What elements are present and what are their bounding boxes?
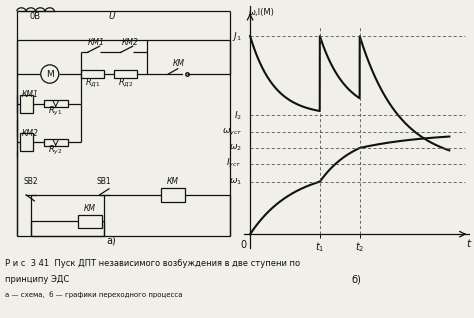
- Text: $R_{Д2}$: $R_{Д2}$: [118, 76, 133, 89]
- Text: принципу ЭДС: принципу ЭДС: [5, 275, 69, 284]
- Bar: [44, 100, 68, 107]
- Bar: [78, 215, 102, 228]
- Text: $J_1$: $J_1$: [232, 30, 242, 43]
- Bar: [81, 70, 104, 78]
- Text: КМ: КМ: [84, 204, 96, 213]
- Text: М: М: [46, 70, 54, 79]
- Text: $I_{уст}$: $I_{уст}$: [227, 157, 242, 170]
- Text: $R_{Д1}$: $R_{Д1}$: [85, 76, 100, 89]
- Text: 0: 0: [240, 240, 246, 250]
- Text: КМ: КМ: [167, 177, 179, 186]
- Text: U: U: [108, 11, 115, 21]
- Text: $R_{у2}$: $R_{у2}$: [48, 144, 63, 157]
- Bar: [44, 139, 68, 146]
- Text: $\omega_2$: $\omega_2$: [229, 143, 242, 153]
- Text: а): а): [107, 236, 116, 245]
- Text: б): б): [352, 274, 362, 285]
- Text: КМ: КМ: [173, 59, 185, 68]
- Bar: [114, 70, 137, 78]
- Text: 0В: 0В: [30, 11, 41, 21]
- Text: $R_{у1}$: $R_{у1}$: [48, 105, 63, 118]
- Text: КМ2: КМ2: [122, 38, 139, 47]
- Text: $t$: $t$: [466, 237, 473, 249]
- Text: $\omega_{уст}$: $\omega_{уст}$: [221, 127, 242, 138]
- Text: КМ1: КМ1: [88, 38, 104, 47]
- Bar: [20, 133, 33, 151]
- Text: SB1: SB1: [97, 177, 111, 186]
- Text: $\omega_1$: $\omega_1$: [229, 176, 242, 187]
- Text: ω,I(М): ω,I(М): [248, 8, 274, 17]
- Bar: [20, 94, 33, 113]
- Text: КМ2: КМ2: [21, 129, 38, 138]
- Text: $I_2$: $I_2$: [234, 109, 242, 121]
- Text: Р и с  3 41  Пуск ДПТ независимого возбуждения в две ступени по: Р и с 3 41 Пуск ДПТ независимого возбужд…: [5, 259, 300, 268]
- Text: а — схема,  б — графики переходного процесса: а — схема, б — графики переходного проце…: [5, 291, 182, 298]
- Text: SB2: SB2: [24, 177, 38, 186]
- Circle shape: [41, 65, 59, 83]
- Bar: [161, 188, 185, 202]
- Text: КМ1: КМ1: [21, 90, 38, 99]
